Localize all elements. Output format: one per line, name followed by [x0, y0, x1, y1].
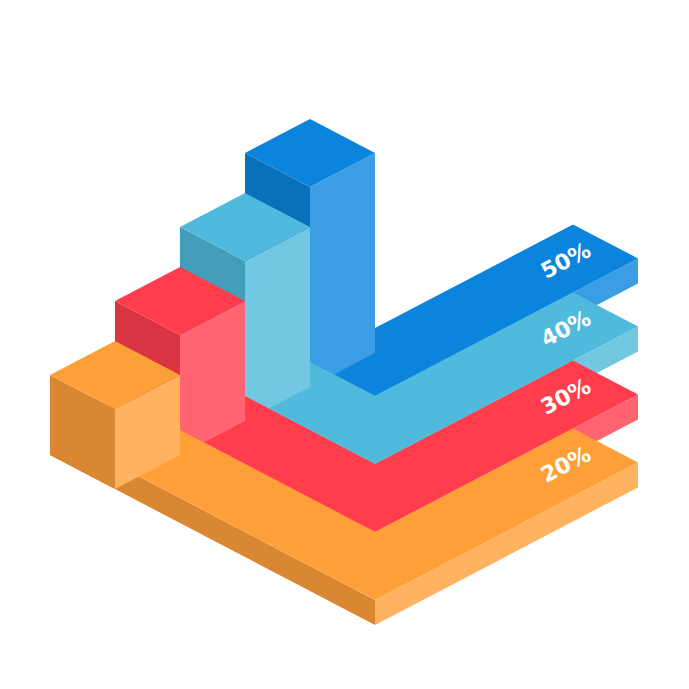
svg-text:50%: 50%: [537, 237, 595, 284]
svg-text:20%: 20%: [537, 441, 595, 488]
svg-text:40%: 40%: [537, 305, 595, 352]
svg-text:30%: 30%: [537, 373, 595, 420]
